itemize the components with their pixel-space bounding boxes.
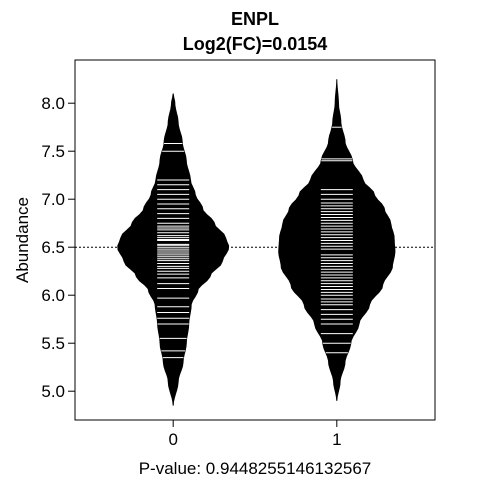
x-tick-label: 1 [332, 430, 341, 449]
beans-layer [117, 79, 396, 406]
y-tick-label: 5.5 [41, 334, 65, 353]
y-tick-label: 8.0 [41, 94, 65, 113]
y-tick-label: 6.5 [41, 238, 65, 257]
y-axis: 5.0 5.5 6.0 6.5 7.0 7.5 8.0 [41, 94, 75, 401]
y-axis-title: Abundance [13, 197, 32, 283]
bean-0 [117, 93, 230, 406]
y-tick-label: 7.0 [41, 190, 65, 209]
x-tick-label: 0 [168, 430, 177, 449]
y-tick-label: 5.0 [41, 382, 65, 401]
y-tick-label: 6.0 [41, 286, 65, 305]
chart-title: ENPL [231, 9, 279, 29]
plot-area-frame [74, 59, 436, 421]
y-tick-label: 7.5 [41, 142, 65, 161]
x-axis-title: P-value: 0.9448255146132567 [139, 459, 372, 478]
bean-1 [278, 79, 396, 401]
chart-subtitle: Log2(FC)=0.0154 [183, 34, 328, 54]
